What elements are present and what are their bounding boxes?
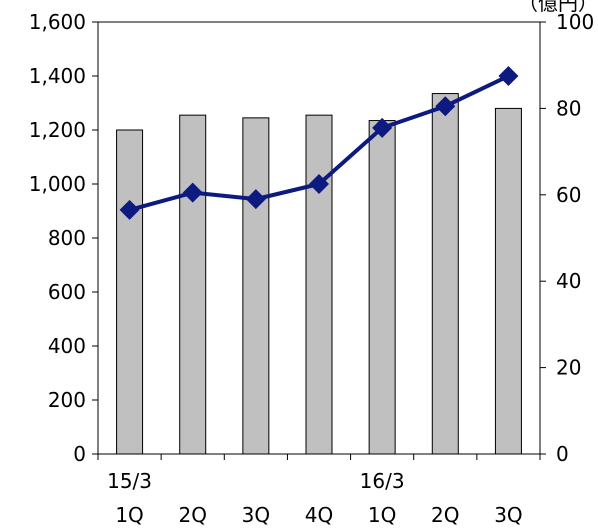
left-tick-label: 800: [48, 226, 86, 250]
right-tick-label: 80: [556, 96, 581, 120]
line-point: [119, 199, 140, 220]
right-tick-label: 0: [556, 442, 569, 466]
right-tick-label: 40: [556, 269, 581, 293]
right-axis: 0 20 40 60 80 100: [540, 10, 594, 466]
fiscal-year-label: 16/3: [360, 469, 405, 493]
category-label: 1Q: [368, 503, 396, 527]
left-tick-label: 600: [48, 280, 86, 304]
category-axis: 1Q 2Q 3Q 4Q 1Q 2Q 3Q 15/3 16/3: [97, 454, 541, 527]
left-tick-label: 1,600: [29, 10, 86, 34]
bar: [368, 120, 396, 455]
bar: [179, 114, 207, 455]
bars: [116, 93, 522, 455]
bar: [116, 129, 144, 455]
line-series: [119, 66, 519, 220]
left-tick-label: 1,000: [29, 172, 86, 196]
line-point: [435, 96, 456, 117]
bar: [305, 114, 333, 455]
right-tick-label: 60: [556, 183, 581, 207]
category-label: 1Q: [115, 503, 143, 527]
line-point: [372, 117, 393, 138]
line-point: [182, 182, 203, 203]
category-label: 4Q: [305, 503, 333, 527]
bar: [242, 117, 270, 455]
bar: [431, 93, 459, 455]
bar: [494, 107, 522, 455]
category-label: 2Q: [178, 503, 206, 527]
line-point: [309, 174, 329, 194]
left-tick-label: 400: [48, 334, 86, 358]
left-tick-label: 1,400: [29, 64, 86, 88]
category-label: 2Q: [431, 503, 459, 527]
unit-label: （億円）: [518, 0, 598, 15]
right-tick-label: 100: [556, 10, 594, 34]
category-label: 3Q: [242, 503, 270, 527]
line-point: [245, 189, 266, 210]
left-axis: 0 200 400 600 800 1,000 1,200 1,400 1,600: [29, 10, 98, 466]
right-tick-label: 20: [556, 356, 581, 380]
fiscal-year-label: 15/3: [107, 469, 152, 493]
left-tick-label: 200: [48, 388, 86, 412]
category-label: 3Q: [494, 503, 522, 527]
left-tick-label: 1,200: [29, 118, 86, 142]
line-point: [498, 66, 519, 86]
left-tick-label: 0: [73, 442, 86, 466]
